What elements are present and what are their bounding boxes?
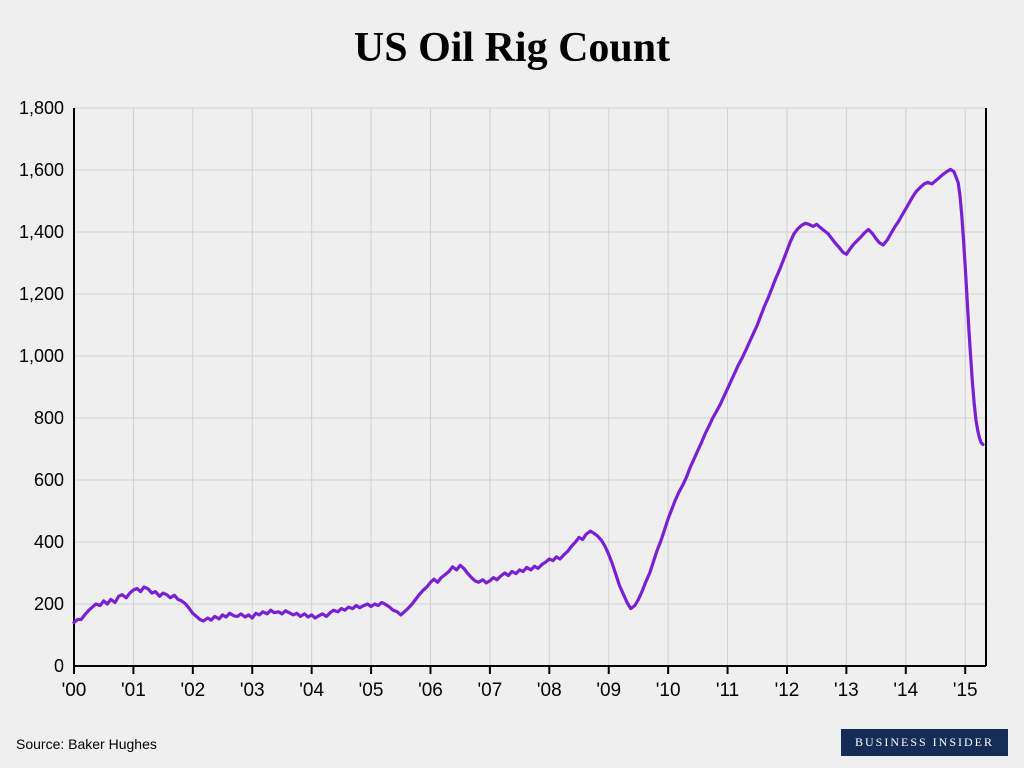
svg-text:1,200: 1,200 xyxy=(19,284,64,304)
svg-text:'10: '10 xyxy=(656,680,681,701)
line-chart-svg: 0 200 400 600 800 1,000 1,200 1,400 1,600 1,800 '0… xyxy=(0,0,1024,768)
svg-text:1,400: 1,400 xyxy=(19,222,64,242)
svg-text:1,600: 1,600 xyxy=(19,160,64,180)
svg-text:'04: '04 xyxy=(299,680,324,701)
brand-badge: BUSINESS INSIDER xyxy=(841,729,1008,756)
svg-text:'00: '00 xyxy=(62,680,87,701)
svg-text:'02: '02 xyxy=(180,680,205,701)
chart-area: 0 200 400 600 800 1,000 1,200 1,400 1,600 1,800 '0… xyxy=(0,0,1024,768)
svg-text:0: 0 xyxy=(54,656,64,676)
svg-text:'11: '11 xyxy=(716,680,739,701)
svg-text:'14: '14 xyxy=(893,680,918,701)
svg-text:'12: '12 xyxy=(775,680,800,701)
svg-text:'08: '08 xyxy=(537,680,562,701)
svg-text:'03: '03 xyxy=(240,680,265,701)
svg-text:'13: '13 xyxy=(834,680,859,701)
svg-text:'15: '15 xyxy=(953,680,978,701)
svg-text:400: 400 xyxy=(34,532,64,552)
svg-text:'01: '01 xyxy=(121,680,146,701)
svg-text:200: 200 xyxy=(34,594,64,614)
svg-text:'05: '05 xyxy=(359,680,384,701)
svg-text:1,000: 1,000 xyxy=(19,346,64,366)
source-attribution: Source: Baker Hughes xyxy=(16,736,157,752)
svg-text:'09: '09 xyxy=(596,680,621,701)
svg-text:600: 600 xyxy=(34,470,64,490)
svg-text:800: 800 xyxy=(34,408,64,428)
svg-text:'07: '07 xyxy=(478,680,503,701)
svg-text:'06: '06 xyxy=(418,680,443,701)
svg-text:1,800: 1,800 xyxy=(19,98,64,118)
